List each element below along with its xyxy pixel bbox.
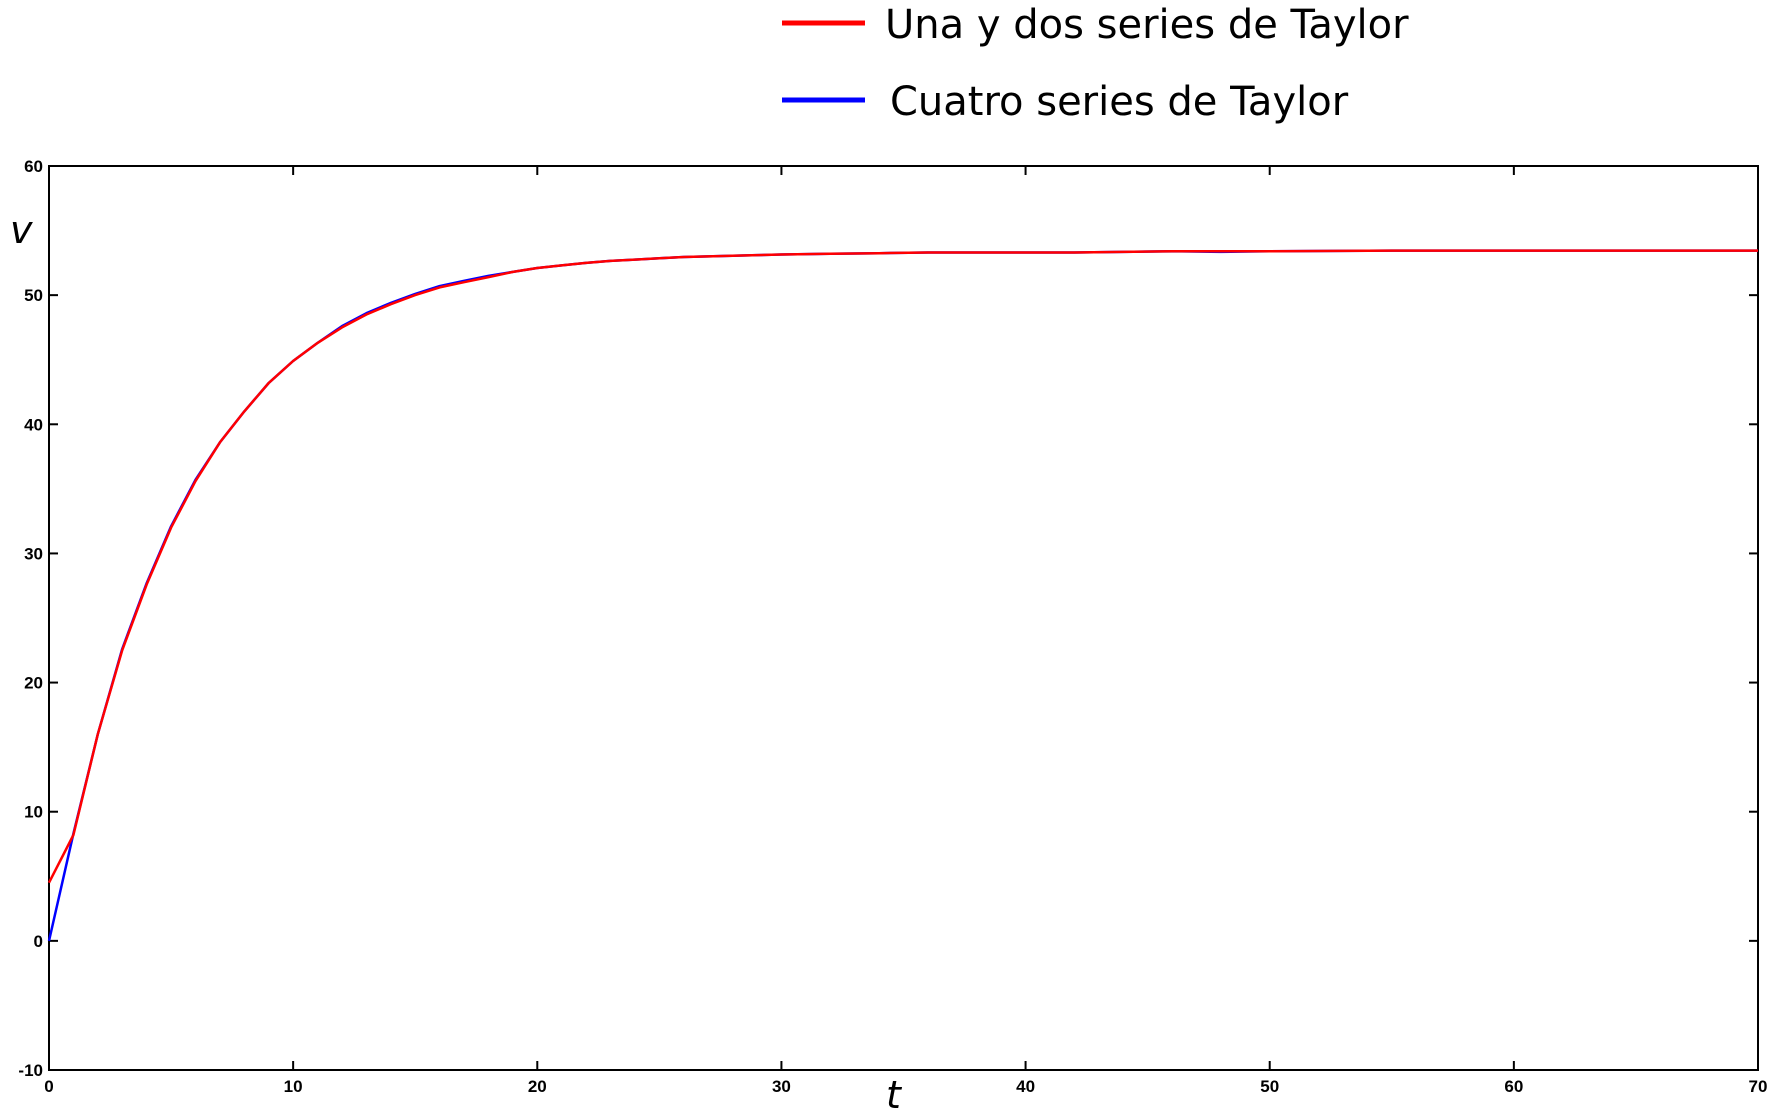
plot-frame bbox=[48, 165, 1759, 1071]
y-tick-label: 20 bbox=[24, 674, 43, 693]
x-tick-label: 50 bbox=[1260, 1077, 1279, 1096]
y-axis-label: v bbox=[10, 208, 33, 252]
series-line-2 bbox=[47, 249, 1758, 942]
x-tick-label: 70 bbox=[1749, 1077, 1768, 1096]
y-tick-label: 30 bbox=[24, 544, 43, 563]
plot-border bbox=[48, 165, 1759, 1071]
y-tick-label: 40 bbox=[24, 415, 43, 434]
x-tick-label: 10 bbox=[284, 1077, 303, 1096]
x-tick-label: 0 bbox=[44, 1077, 53, 1096]
x-tick-label: 60 bbox=[1504, 1077, 1523, 1096]
legend-label-series-2: Cuatro series de Taylor bbox=[890, 79, 1349, 125]
legend-label-series-1: Una y dos series de Taylor bbox=[885, 2, 1409, 48]
y-tick-label: 0 bbox=[34, 932, 43, 951]
y-tick-label: -10 bbox=[18, 1061, 43, 1080]
x-tick-label: 30 bbox=[772, 1077, 791, 1096]
y-tick-label: 60 bbox=[24, 157, 43, 176]
x-tick-label: 20 bbox=[528, 1077, 547, 1096]
y-tick-label: 10 bbox=[24, 803, 43, 822]
x-axis-label: t bbox=[886, 1073, 903, 1110]
series-line-1 bbox=[47, 249, 1758, 884]
x-tick-label: 40 bbox=[1016, 1077, 1035, 1096]
y-tick-label: 50 bbox=[24, 286, 43, 305]
legend: Una y dos series de Taylor Cuatro series… bbox=[782, 2, 1409, 125]
series-layer bbox=[47, 249, 1758, 942]
